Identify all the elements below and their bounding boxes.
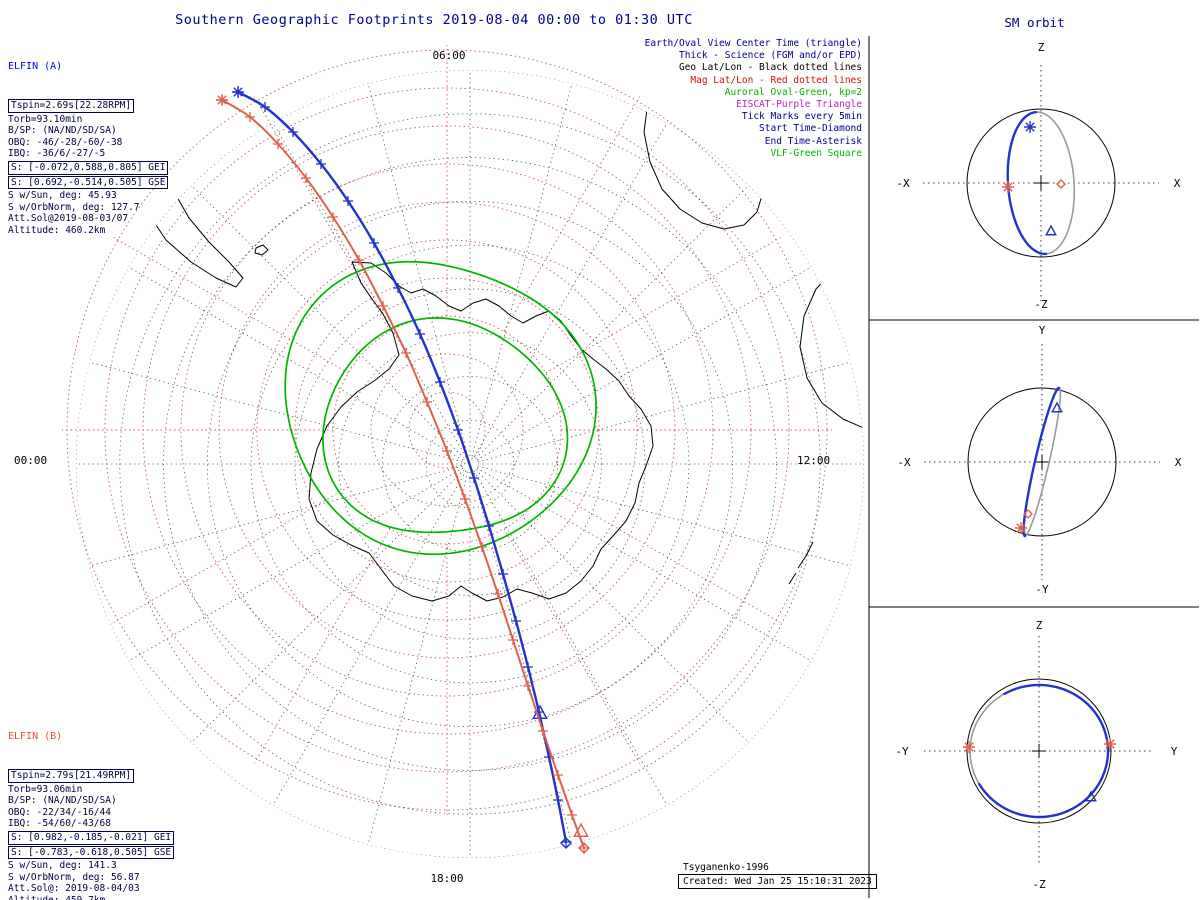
elfin-b-info-line: IBQ: -54/60/-43/68 xyxy=(8,818,111,830)
earth-circle xyxy=(966,108,1116,258)
axis-label: -X xyxy=(896,177,910,190)
elfin-a-info-line: S w/OrbNorm, deg: 127.7 xyxy=(8,201,140,213)
created-timestamp: Created: Wed Jan 25 15:10:31 2023 xyxy=(678,874,877,889)
axis-label: -Y xyxy=(1035,583,1049,596)
hour-label: 18:00 xyxy=(430,872,463,885)
elfin-a-info-line: Tspin=2.69s[22.28RPM] xyxy=(8,98,135,113)
legend-item: Thick - Science (FGM and/or EPD) xyxy=(678,50,862,62)
axis-label: -X xyxy=(897,456,911,469)
elfin-a-info-line: Torb=93.10min xyxy=(8,113,83,125)
legend-item: Start Time-Diamond xyxy=(759,123,862,135)
elfin-a-info-line: B/SP: (NA/ND/SD/SA) xyxy=(8,125,117,137)
axis-label: X xyxy=(1174,177,1181,190)
legend-item: End Time-Asterisk xyxy=(764,135,862,147)
elfin-a-lines: Tspin=2.69s[22.28RPM] Torb=93.10min B/SP: … xyxy=(8,98,169,237)
elfin-a-info-line: Att.Sol@2019-08-03/07 xyxy=(8,213,129,225)
legend-item: Geo Lat/Lon - Black dotted lines xyxy=(678,62,862,74)
credits: Tsyganenko-1996 Created: Wed Jan 25 15:1… xyxy=(678,862,877,889)
hour-label: 12:00 xyxy=(797,454,830,467)
axis-label: -Y xyxy=(895,745,909,758)
legend-item: VLF-Green Square xyxy=(770,147,862,159)
elfin-b-info-line: Tspin=2.79s[21.49RPM] xyxy=(8,768,135,783)
legend-item: Mag Lat/Lon - Red dotted lines xyxy=(690,74,862,86)
elfin-a-info-line: OBQ: -46/-28/-60/-38 xyxy=(8,136,123,148)
elfin-b-info-line: OBQ: -22/34/-16/44 xyxy=(8,806,111,818)
page-title: Southern Geographic Footprints 2019-08-0… xyxy=(175,12,693,28)
coastline-australia xyxy=(799,251,864,430)
earth-circle xyxy=(967,387,1117,537)
axis-label: X xyxy=(1175,456,1182,469)
magnetic-grid xyxy=(62,45,832,815)
elfin-b-title: ELFIN (B) xyxy=(8,731,63,743)
sm-orbit-panel-2: Y -Y -X X xyxy=(897,324,1181,596)
elfin-b-info-line: Altitude: 459.7km xyxy=(8,895,174,900)
elfin-b-info-line: Torb=93.06min xyxy=(8,783,83,795)
axis-label: Y xyxy=(1171,745,1178,758)
elfin-b-info-line: B/SP: (NA/ND/SD/SA) xyxy=(8,795,117,807)
coastline-antarctica xyxy=(308,261,654,602)
axis-label: -Z xyxy=(1034,298,1048,311)
coastline-madagascar xyxy=(769,185,784,210)
hour-label: 06:00 xyxy=(432,49,465,62)
elfin-b-info-line: Att.Sol@: 2019-08-04/03 xyxy=(8,883,140,895)
elfin-b-info-block: ELFIN (B) Tspin=2.79s[21.49RPM] Torb=93.0… xyxy=(8,708,175,900)
legend-item: EISCAT-Purple Triangle xyxy=(736,99,862,111)
legend-item: Earth/Oval View Center Time (triangle) xyxy=(644,38,862,49)
elfin-a-info-line: Altitude: 460.2km xyxy=(8,224,106,236)
panel-dividers xyxy=(868,36,1199,898)
hour-label: 00:00 xyxy=(14,454,47,467)
earth-circle xyxy=(966,678,1112,824)
coastline-new_zealand_north xyxy=(788,572,797,585)
elfin-a-info-line: S: [0.692,-0.514,0.505] GSE xyxy=(8,175,169,190)
elfin-b-info-line: S: [-0.783,-0.618,0.505] GSE xyxy=(8,845,175,860)
sm-orbit-panel-1: Z -Z -X X xyxy=(896,41,1180,311)
legend-item: Tick Marks every 5min xyxy=(741,111,862,123)
sm-orbit-panel-3: Z -Z -Y Y xyxy=(895,619,1177,891)
plot-legend: Earth/Oval View Center Time (triangle) Th… xyxy=(645,38,862,160)
axis-label: -Z xyxy=(1032,878,1046,891)
elfin-a-info-line: IBQ: -36/6/-27/-5 xyxy=(8,148,106,160)
elfin-a-info-line: S: [-0.072,0.588,0.805] GEI xyxy=(8,160,169,175)
sm-orbit-title: SM orbit xyxy=(1004,15,1065,30)
orbit-arc xyxy=(978,683,1110,819)
elfin-a-info-line: S w/Sun, deg: 45.93 xyxy=(8,190,117,202)
legend-item: Auroral Oval-Green, kp=2 xyxy=(724,86,862,98)
auroral-oval-outer xyxy=(284,260,597,556)
elfin-a-info-block: ELFIN (A) Tspin=2.69s[22.28RPM] Torb=93.1… xyxy=(8,38,169,260)
geographic-grid xyxy=(76,70,864,858)
model-label: Tsyganenko-1996 xyxy=(683,862,769,873)
orbit-arc xyxy=(969,693,1006,785)
elfin-b-lines: Tspin=2.79s[21.49RPM] Torb=93.06min B/SP: … xyxy=(8,768,175,900)
axis-label: Z xyxy=(1036,619,1043,632)
orbit-arc xyxy=(1024,387,1062,537)
axis-label: Z xyxy=(1038,41,1045,54)
auroral-oval-inner xyxy=(322,317,569,534)
coastline-new_zealand_south xyxy=(797,541,814,569)
elfin-a-footprint-track xyxy=(232,86,572,849)
elfin-a-title: ELFIN (A) xyxy=(8,61,63,73)
auroral-oval xyxy=(284,260,597,556)
elfin-b-info-line: S w/OrbNorm, deg: 56.87 xyxy=(8,871,140,883)
elfin-b-footprint-track xyxy=(216,94,590,854)
coastline-falkland_islands xyxy=(254,244,269,256)
elfin-b-info-line: S: [0.982,-0.185,-0.021] GEI xyxy=(8,830,175,845)
orbit-arc xyxy=(1035,111,1076,255)
axis-label: Y xyxy=(1039,324,1046,337)
elfin-b-info-line: S w/Sun, deg: 141.3 xyxy=(8,860,117,872)
mlt-hour-labels: 06:00 00:00 12:00 18:00 xyxy=(14,49,830,885)
